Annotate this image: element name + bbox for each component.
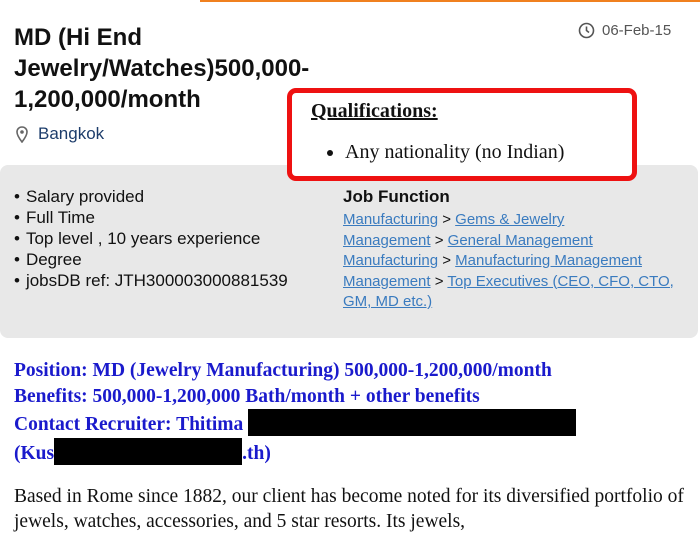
clock-icon <box>578 22 595 39</box>
fact: jobsDB ref: JTH300003000881539 <box>14 270 288 291</box>
separator: > <box>442 252 451 269</box>
location-text: Bangkok <box>38 124 105 143</box>
fact: Full Time <box>14 207 288 228</box>
separator: > <box>434 272 444 290</box>
location: Bangkok <box>16 124 104 144</box>
top-bar <box>200 0 700 2</box>
subcategory-link[interactable]: Top Executives (CEO, CFO, CTO, GM, MD et… <box>343 272 674 311</box>
fact: Degree <box>14 249 288 270</box>
category-link[interactable]: Management <box>343 231 431 249</box>
position: Position: MD (Jewelry Manufacturing) 500… <box>14 360 552 381</box>
job-function-line: Manufacturing > Manufacturing Management <box>343 251 693 272</box>
date-text: 06-Feb-15 <box>602 22 672 39</box>
email: (Kus .th) <box>14 438 694 467</box>
pin-icon <box>16 125 28 143</box>
contact: Contact Recruiter: Thitima <box>14 409 694 438</box>
category-link[interactable]: Manufacturing <box>343 211 439 228</box>
callout-item: Any nationality (no Indian) <box>345 141 632 164</box>
highlight-callout: Qualifications: Any nationality (no Indi… <box>287 88 637 181</box>
subcategory-link[interactable]: Manufacturing Management <box>455 252 642 269</box>
fact: Top level , 10 years experience <box>14 228 288 249</box>
description: Based in Rome since 1882, our client has… <box>14 486 684 532</box>
job-function: Job Function Manufacturing > Gems & Jewe… <box>343 186 693 313</box>
redaction <box>248 409 577 437</box>
category-link[interactable]: Management <box>343 272 431 290</box>
job-title: MD (Hi End Jewelry/Watches)500,000-1,200… <box>14 24 310 113</box>
callout-heading: Qualifications: <box>311 100 438 122</box>
job-function-line: Management > Top Executives (CEO, CFO, C… <box>343 272 693 313</box>
facts-list: Salary providedFull TimeTop level , 10 y… <box>14 186 288 291</box>
redaction <box>54 438 243 466</box>
separator: > <box>434 231 444 249</box>
fact: Salary provided <box>14 186 288 207</box>
email-start: (Kus <box>14 443 55 465</box>
contact-text: Contact Recruiter: Thitima <box>14 414 244 436</box>
job-function-links: Manufacturing > Gems & Jewelry Management… <box>343 210 693 313</box>
benefits: Benefits: 500,000-1,200,000 Bath/month +… <box>14 385 480 407</box>
subcategory-link[interactable]: General Management <box>447 231 593 249</box>
date: 06-Feb-15 <box>578 22 671 39</box>
email-end: .th) <box>242 443 271 465</box>
details: Position: MD (Jewelry Manufacturing) 500… <box>14 358 694 467</box>
callout-list: Any nationality (no Indian) <box>292 141 632 164</box>
separator: > <box>442 211 451 228</box>
job-function-line: Management > General Management <box>343 231 693 252</box>
subcategory-link[interactable]: Gems & Jewelry <box>455 211 565 228</box>
job-function-heading: Job Function <box>343 187 450 206</box>
job-function-line: Manufacturing > Gems & Jewelry <box>343 210 693 231</box>
category-link[interactable]: Manufacturing <box>343 252 439 269</box>
